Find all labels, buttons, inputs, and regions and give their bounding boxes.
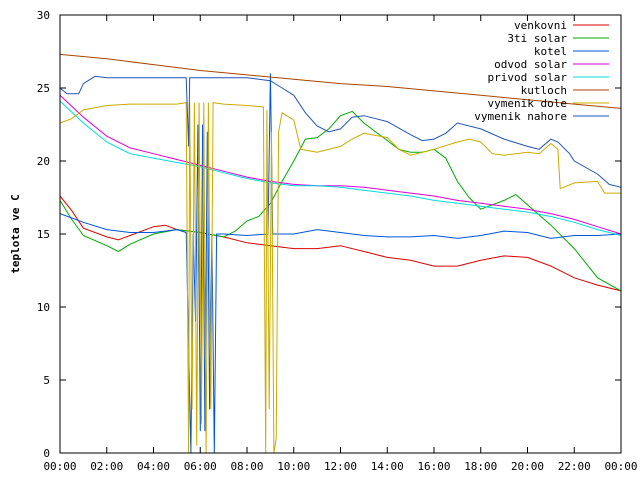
series-line-kotel <box>59 73 622 454</box>
legend-label: vymenik dole <box>488 97 567 110</box>
series-line-venkovni <box>59 195 622 292</box>
y-tick-label: 15 <box>37 228 50 241</box>
legend-label: odvod solar <box>494 58 567 71</box>
x-tick-label: 06:00 <box>184 460 217 473</box>
legend-label: 3ti solar <box>507 32 567 45</box>
series-line-kutloch <box>59 53 622 109</box>
plot-frame <box>59 14 622 454</box>
x-tick-label: 12:00 <box>324 460 357 473</box>
x-tick-label: 08:00 <box>230 460 263 473</box>
series-line-vymenik-dole <box>59 102 621 454</box>
x-tick-label: 22:00 <box>558 460 591 473</box>
x-tick-label: 20:00 <box>511 460 544 473</box>
legend-label: privod solar <box>488 71 568 84</box>
x-tick-label: 00:00 <box>604 460 637 473</box>
legend-label: kutloch <box>521 84 567 97</box>
x-tick-label: 02:00 <box>90 460 123 473</box>
y-tick-label: 10 <box>37 301 50 314</box>
y-tick-label: 20 <box>37 155 50 168</box>
x-tick-label: 18:00 <box>464 460 497 473</box>
x-tick-label: 10:00 <box>277 460 310 473</box>
axis-labels: teplota ve C <box>9 194 22 273</box>
x-tick-label: 04:00 <box>137 460 170 473</box>
y-tick-label: 5 <box>43 374 50 387</box>
legend-label: vymenik nahore <box>474 110 567 123</box>
y-tick-label: 30 <box>37 9 50 22</box>
legend-label: kotel <box>534 45 567 58</box>
x-tick-label: 14:00 <box>371 460 404 473</box>
x-tick-label: 00:00 <box>43 460 76 473</box>
series-line-odvod-solar <box>59 94 622 235</box>
series-line-privod-solar <box>59 100 622 236</box>
axis-ticks: 0 5 10 15 20 25 30 00:00 02:00 04:00 06:00 08:00 10:… <box>37 9 638 473</box>
legend-label: venkovni <box>514 19 567 32</box>
y-axis-title: teplota ve C <box>9 194 22 273</box>
y-tick-label: 0 <box>43 447 50 460</box>
series-line-3ti-solar <box>59 110 622 292</box>
series-line-vymenik-nahore <box>59 75 622 188</box>
x-tick-label: 16:00 <box>417 460 450 473</box>
y-tick-label: 25 <box>37 82 50 95</box>
